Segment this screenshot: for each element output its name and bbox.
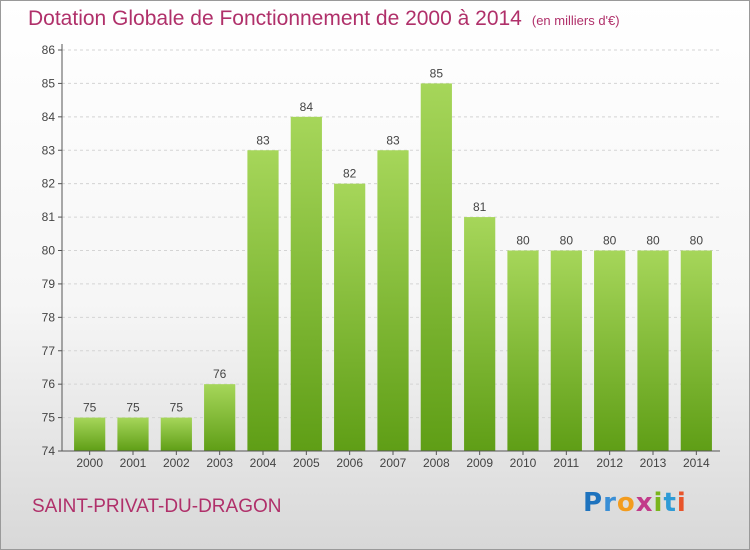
x-tick-label: 2002 (163, 456, 190, 470)
logo-letter: i (676, 488, 687, 518)
bar (204, 384, 236, 451)
bar (680, 250, 712, 451)
bar-value-label: 81 (473, 200, 487, 214)
logo-letter: r (603, 488, 617, 518)
bar-value-label: 75 (170, 401, 184, 415)
bar-value-label: 80 (646, 234, 660, 248)
logo-letter: t (663, 488, 677, 518)
bar (637, 250, 669, 451)
x-tick-label: 2014 (683, 456, 710, 470)
y-tick-label: 76 (42, 377, 56, 391)
y-tick-label: 74 (42, 444, 56, 458)
bar (117, 417, 149, 451)
x-tick-label: 2009 (466, 456, 493, 470)
logo-letter: P (583, 488, 604, 518)
x-tick-label: 2008 (423, 456, 450, 470)
bar (160, 417, 192, 451)
x-tick-label: 2013 (640, 456, 667, 470)
x-tick-label: 2001 (120, 456, 147, 470)
y-tick-label: 77 (42, 344, 56, 358)
bar-value-label: 75 (83, 401, 97, 415)
bars: 75 75 75 76 83 84 82 83 85 81 80 80 80 80 80 (74, 66, 712, 452)
y-tick-label: 79 (42, 277, 56, 291)
y-tick-label: 81 (42, 210, 56, 224)
bar (377, 150, 409, 451)
bar (334, 183, 366, 451)
bar-value-label: 76 (213, 367, 227, 381)
bar-value-label: 80 (560, 234, 574, 248)
proxiti-logo[interactable]: Proxiti (583, 488, 687, 518)
x-tick-label: 2011 (553, 456, 579, 470)
bar-value-label: 75 (126, 401, 140, 415)
bar (74, 417, 106, 451)
chart-unit: (en milliers d'€) (531, 13, 620, 28)
axes: 74 75 76 77 78 79 80 81 82 83 84 85 86 2000 2001 2002 20… (42, 43, 720, 470)
x-tick-label: 2012 (596, 456, 623, 470)
logo-letter: o (616, 488, 636, 518)
chart-title: Dotation Globale de Fonctionnement de 20… (28, 7, 620, 31)
x-tick-label: 2003 (206, 456, 233, 470)
y-tick-label: 83 (42, 143, 56, 157)
chart-title-text: Dotation Globale de Fonctionnement de 20… (28, 7, 522, 30)
bar (507, 250, 539, 451)
x-tick-label: 2006 (336, 456, 363, 470)
bar-value-label: 82 (343, 167, 357, 181)
bar (420, 83, 452, 452)
bar-value-label: 84 (300, 100, 314, 114)
logo-letter: i (653, 488, 664, 518)
x-tick-label: 2004 (250, 456, 277, 470)
y-tick-label: 85 (42, 76, 56, 90)
bar-value-label: 80 (516, 234, 530, 248)
bar (290, 116, 322, 451)
x-tick-label: 2007 (380, 456, 407, 470)
y-tick-label: 78 (42, 310, 56, 324)
bar (464, 217, 496, 451)
bar-value-label: 80 (603, 234, 617, 248)
bar-value-label: 80 (690, 234, 704, 248)
bar-value-label: 85 (430, 66, 444, 80)
bar (247, 150, 279, 451)
x-tick-label: 2005 (293, 456, 320, 470)
x-tick-label: 2000 (76, 456, 103, 470)
x-tick-label: 2010 (510, 456, 537, 470)
bar-value-label: 83 (256, 133, 270, 147)
bar (550, 250, 582, 451)
bar (594, 250, 626, 451)
y-tick-label: 80 (42, 244, 56, 258)
y-tick-label: 86 (42, 43, 56, 57)
y-tick-label: 82 (42, 177, 56, 191)
bar-value-label: 83 (386, 133, 400, 147)
commune-name: SAINT-PRIVAT-DU-DRAGON (32, 496, 282, 517)
y-tick-label: 84 (42, 110, 56, 124)
logo-letter: x (635, 488, 654, 518)
y-tick-label: 75 (42, 411, 56, 425)
